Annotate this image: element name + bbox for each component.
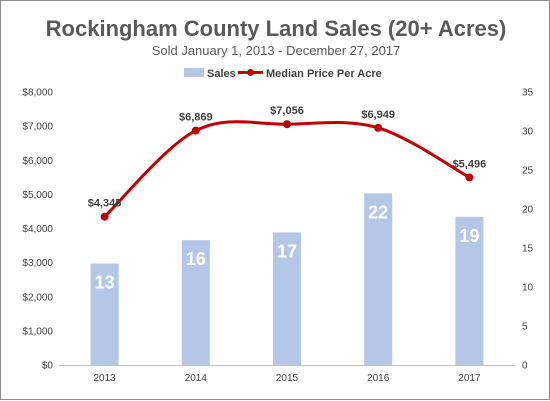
chart-title: Rockingham County Land Sales (20+ Acres) xyxy=(46,16,507,41)
sales-bars: 13 16 17 22 19 xyxy=(90,193,484,365)
sales-bar-label: 19 xyxy=(459,226,479,246)
left-tick-label: $7,000 xyxy=(22,122,53,133)
left-tick-label: $2,000 xyxy=(22,292,53,303)
sales-bar-label: 16 xyxy=(186,249,206,269)
left-tick-label: $3,000 xyxy=(22,258,53,269)
price-point xyxy=(100,212,109,221)
x-tick-label: 2017 xyxy=(458,373,481,384)
x-axis: 2013 2014 2015 2016 2017 xyxy=(59,365,515,384)
legend-marker-price xyxy=(247,69,254,76)
x-tick-label: 2016 xyxy=(367,373,390,384)
legend-label-price: Median Price Per Acre xyxy=(266,68,382,80)
right-tick-label: 20 xyxy=(522,205,534,216)
price-point xyxy=(465,173,474,182)
sales-bar xyxy=(455,216,484,365)
right-tick-label: 5 xyxy=(522,322,528,333)
chart-subtitle: Sold January 1, 2013 - December 27, 2017 xyxy=(152,43,401,58)
sales-bar xyxy=(364,193,393,365)
right-tick-label: 35 xyxy=(522,88,534,99)
left-tick-label: $8,000 xyxy=(22,88,53,99)
price-point xyxy=(283,120,291,129)
x-tick-label: 2013 xyxy=(93,373,116,384)
price-point-label: $7,056 xyxy=(270,105,304,117)
sales-bar xyxy=(90,263,119,365)
price-line xyxy=(103,120,471,218)
price-point-label: $4,345 xyxy=(88,198,122,210)
right-tick-label: 25 xyxy=(522,166,534,177)
right-tick-label: 30 xyxy=(522,127,534,138)
price-line-layer: $4,345 $6,869 $7,056 $6,949 $5,496 xyxy=(88,105,486,221)
legend: Sales Median Price Per Acre xyxy=(184,68,382,80)
sales-bar-label: 22 xyxy=(368,202,388,222)
right-tick-label: 15 xyxy=(522,244,534,255)
sales-bar-label: 13 xyxy=(95,273,115,293)
price-point-label: $6,949 xyxy=(361,109,395,121)
legend-label-sales: Sales xyxy=(207,68,236,80)
sales-bar-label: 17 xyxy=(277,241,297,261)
left-tick-label: $6,000 xyxy=(22,156,53,167)
price-point-label: $5,496 xyxy=(453,158,487,170)
left-tick-label: $4,000 xyxy=(22,224,53,235)
price-point xyxy=(191,126,200,135)
left-tick-label: $5,000 xyxy=(22,190,53,201)
left-axis: $0 $1,000 $2,000 $3,000 $4,000 $5,000 $6,000 $7… xyxy=(22,88,53,372)
x-tick-label: 2014 xyxy=(185,373,208,384)
right-axis: 0 5 10 15 20 25 30 35 xyxy=(522,88,534,372)
x-tick-label: 2015 xyxy=(276,373,299,384)
left-tick-label: $1,000 xyxy=(22,326,53,337)
price-point xyxy=(374,123,383,132)
left-tick-label: $0 xyxy=(42,361,54,372)
price-point-label: $6,869 xyxy=(179,112,213,124)
sales-bar xyxy=(181,240,210,365)
right-tick-label: 10 xyxy=(522,283,534,294)
legend-swatch-sales xyxy=(184,68,204,77)
right-tick-label: 0 xyxy=(522,361,528,372)
sales-bar xyxy=(273,232,301,365)
